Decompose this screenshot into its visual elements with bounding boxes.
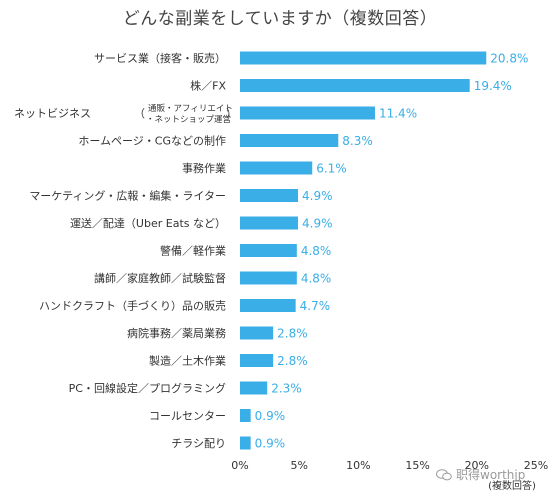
value-label: 2.8% <box>277 327 308 341</box>
category-label: 運送／配達（Uber Eats など） <box>70 216 226 230</box>
category-label: サービス業（接客・販売） <box>94 51 226 65</box>
value-label: 0.9% <box>255 437 286 451</box>
value-label: 2.3% <box>271 382 302 396</box>
value-label: 4.9% <box>302 217 333 231</box>
category-label: チラシ配り <box>171 437 226 450</box>
category-label-head: ネットビジネス <box>14 107 91 120</box>
x-tick-label: 5% <box>290 459 307 472</box>
watermark-text: 职得worthjp <box>456 468 526 482</box>
bar <box>240 326 274 340</box>
category-label-line2: ・ネットショップ運営 <box>146 114 231 125</box>
category-label: 製造／土木作業 <box>149 354 226 368</box>
x-tick-label: 15% <box>405 459 429 472</box>
category-label: 病院事務／薬局業務 <box>127 326 226 340</box>
bar <box>240 354 274 367</box>
category-label: 講師／家庭教師／試験監督 <box>94 271 226 285</box>
value-label: 4.8% <box>301 272 332 286</box>
value-label: 11.4% <box>379 107 417 121</box>
value-label: 20.8% <box>490 52 528 66</box>
bar <box>240 189 299 202</box>
chart-title: どんな副業をしていますか（複数回答） <box>122 9 438 29</box>
category-label-line1: 通販・アフィリエイト <box>148 103 233 114</box>
category-label-paren-close: ） <box>226 107 237 120</box>
bar <box>240 244 297 257</box>
x-tick-label: 20% <box>465 459 489 472</box>
x-axis-unit: (複数回答) <box>488 479 536 492</box>
category-label: マーケティング・広報・編集・ライター <box>29 189 226 203</box>
wechat-icon <box>436 469 452 481</box>
category-labels: サービス業（接客・販売） 株／FX ネットビジネス （通販・アフィリエイト・ネットショ… <box>14 51 237 450</box>
category-label: コールセンター <box>149 410 226 423</box>
value-label: 4.8% <box>301 244 332 258</box>
value-label: 19.4% <box>474 79 512 93</box>
bar <box>240 409 251 422</box>
bar <box>240 79 470 92</box>
category-label: 警備／軽作業 <box>160 244 226 258</box>
bar <box>240 271 297 285</box>
bars <box>240 51 487 450</box>
bar <box>240 216 299 230</box>
bar <box>240 381 268 395</box>
value-labels: 20.8% 19.4% 11.4% 8.3% 6.1% 4.9% 4.9% 4.8% 4.8% 4… <box>255 52 529 451</box>
x-tick-label: 10% <box>346 459 370 472</box>
value-label: 4.7% <box>300 299 331 313</box>
value-label: 8.3% <box>342 134 373 148</box>
bar <box>240 436 251 450</box>
bar <box>240 51 487 65</box>
category-label-paren-open: （ <box>134 107 145 120</box>
category-label: ネットビジネス （通販・アフィリエイト・ネットショップ運営） <box>14 103 237 125</box>
watermark: 职得worthjp <box>436 466 525 483</box>
value-label: 4.9% <box>302 189 333 203</box>
category-label: PC・回線設定／プログラミング <box>69 381 226 395</box>
bar <box>240 299 296 312</box>
x-tick-label: 0% <box>231 459 248 472</box>
value-label: 0.9% <box>255 409 286 423</box>
category-label: 事務作業 <box>182 161 226 175</box>
value-label: 6.1% <box>316 162 347 176</box>
category-label: ホームページ・CGなどの制作 <box>78 135 226 148</box>
category-label: ハンドクラフト（手づくり）品の販売 <box>39 299 226 313</box>
x-tick-label: 25% <box>524 459 548 472</box>
category-label: 株／FX <box>190 79 226 93</box>
bar <box>240 161 313 175</box>
bar <box>240 106 375 120</box>
bar <box>240 134 339 147</box>
value-label: 2.8% <box>277 354 308 368</box>
x-axis-ticks: 0% 5% 10% 15% 20% 25% (複数回答) <box>231 459 548 492</box>
